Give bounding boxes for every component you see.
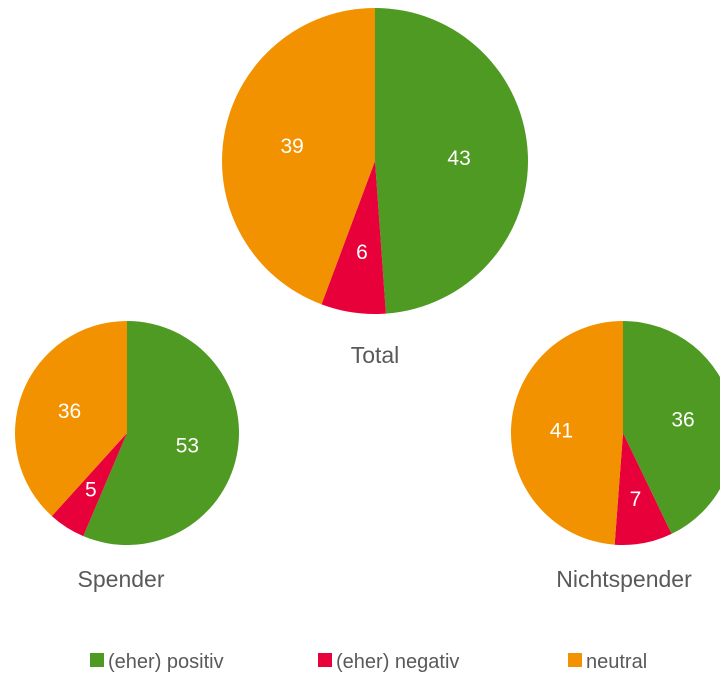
data-label-nichtspender-positive: 36 <box>671 408 694 431</box>
data-label-total-positive: 43 <box>447 147 470 170</box>
pie-slice-nichtspender-positive <box>623 321 720 534</box>
pie-slice-nichtspender-neutral <box>510 320 623 545</box>
pie-slice-nichtspender-negative <box>614 433 672 546</box>
pie-slice-spender-negative <box>51 433 128 537</box>
legend: (eher) positiv (eher) negativ neutral <box>90 651 647 673</box>
pie-slice-spender-neutral <box>14 321 128 517</box>
data-label-total-negative: 6 <box>356 241 368 264</box>
legend-swatch-neutral <box>568 653 582 667</box>
data-label-spender-positive: 53 <box>176 434 199 457</box>
pie-spender: 53 5 36 <box>14 321 240 545</box>
data-label-total-neutral: 39 <box>281 135 304 158</box>
legend-label-positive: (eher) positiv <box>108 651 224 673</box>
legend-label-negative: (eher) negativ <box>336 651 459 673</box>
data-label-nichtspender-neutral: 41 <box>550 420 573 443</box>
legend-swatch-positive <box>90 653 104 667</box>
pie-slice-total-positive <box>375 8 528 314</box>
pie-title-nichtspender: Nichtspender <box>556 566 692 592</box>
legend-label-neutral: neutral <box>586 651 647 673</box>
legend-item-negative: (eher) negativ <box>318 651 459 673</box>
pie-slice-spender-positive <box>83 321 240 545</box>
pie-title-total: Total <box>351 342 400 368</box>
pie-nichtspender: 36 7 41 <box>510 320 720 546</box>
pie-slice-total-neutral <box>222 8 375 305</box>
pie-title-spender: Spender <box>78 566 165 592</box>
data-label-spender-negative: 5 <box>85 479 97 502</box>
legend-item-neutral: neutral <box>568 651 647 673</box>
legend-item-positive: (eher) positiv <box>90 651 224 673</box>
pie-slice-total-negative <box>321 161 386 314</box>
data-label-spender-neutral: 36 <box>58 400 81 423</box>
data-label-nichtspender-negative: 7 <box>630 488 642 511</box>
legend-swatch-negative <box>318 653 332 667</box>
pie-total: 43 6 39 <box>222 8 528 314</box>
pies-layer: 43 6 39 53 5 36 36 7 41 <box>14 8 720 546</box>
